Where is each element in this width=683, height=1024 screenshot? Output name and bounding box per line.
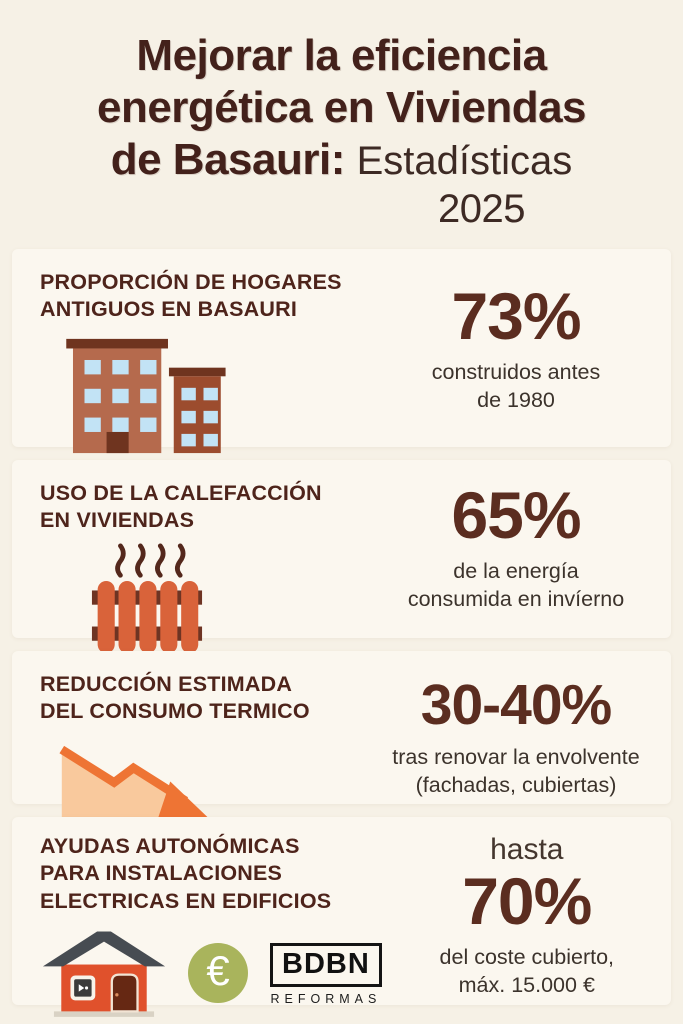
section-4-stat-caption: del coste cubierto, máx. 15.000 € — [382, 943, 672, 1000]
section-2-left: USO DE LA CALEFACCIÓN EN VIVIENDAS — [40, 480, 371, 653]
title-line-3-bold: de Basauri: — [110, 134, 346, 184]
section-4-logo-row: € BDBN REFORMAS — [42, 923, 382, 1023]
section-hogares-antiguos: PROPORCIÓN DE HOGARES ANTIGUOS EN BASAUR… — [12, 248, 671, 453]
section-reduccion-consumo: REDUCCIÓN ESTIMADA DEL CONSUMO TERMICO 3… — [12, 650, 671, 823]
section-3-heading-line-2: DEL CONSUMO TERMICO — [40, 699, 310, 724]
section-1-left: PROPORCIÓN DE HOGARES ANTIGUOS EN BASAUR… — [40, 269, 371, 453]
section-4-stat: hasta 70% del coste cubierto, máx. 15.00… — [382, 832, 672, 997]
section-3-heading-line-1: REDUCCIÓN ESTIMADA — [40, 671, 293, 696]
title-line-1: Mejorar la eficiencia — [136, 31, 547, 80]
bdbn-logo-text: BDBN — [270, 943, 382, 988]
section-2-stat-caption: de la energía consumida en invíerno — [371, 557, 661, 614]
section-1-heading: PROPORCIÓN DE HOGARES ANTIGUOS EN BASAUR… — [40, 269, 371, 324]
section-1-stat: 73% construidos antes de 1980 — [371, 269, 661, 435]
radiator-icon — [90, 542, 371, 660]
section-4-heading-line-1: AYUDAS AUTONÓMICAS — [40, 833, 300, 858]
section-4-heading: AYUDAS AUTONÓMICAS PARA INSTALACIONES EL… — [40, 833, 382, 915]
section-1-caption-line-1: construidos antes — [431, 359, 601, 384]
page-title: Mejorar la eficiencia energética en Vivi… — [0, 0, 683, 233]
section-4-heading-line-3: ELECTRICAS EN EDIFICIOS — [40, 888, 332, 913]
house-icon — [42, 923, 166, 1023]
section-1-heading-line-2: ANTIGUOS EN BASAURI — [40, 297, 298, 322]
section-3-stat: 30-40% tras renovar la envolvente (facha… — [371, 671, 661, 797]
section-1-caption-line-2: de 1980 — [477, 388, 555, 413]
section-2-heading: USO DE LA CALEFACCIÓN EN VIVIENDAS — [40, 480, 371, 535]
section-3-caption-line-2: (fachadas, cubiertas) — [415, 773, 617, 798]
section-3-caption-line-1: tras renovar la envolvente — [392, 744, 640, 769]
section-4-caption-line-1: del coste cubierto, — [439, 944, 615, 969]
title-line-2: energética en Viviendas — [96, 82, 587, 132]
title-subtitle: Estadísticas — [356, 138, 573, 183]
sections-container: PROPORCIÓN DE HOGARES ANTIGUOS EN BASAUR… — [0, 233, 683, 1017]
title-line-3: de Basauri: Estadísticas — [0, 134, 683, 186]
section-3-heading: REDUCCIÓN ESTIMADA DEL CONSUMO TERMICO — [40, 671, 371, 726]
section-4-caption-line-2: máx. 15.000 € — [458, 973, 595, 998]
section-2-heading-line-2: EN VIVIENDAS — [40, 508, 195, 533]
section-3-left: REDUCCIÓN ESTIMADA DEL CONSUMO TERMICO — [40, 671, 371, 823]
euro-symbol: € — [206, 947, 230, 995]
bdbn-logo-subtitle: REFORMAS — [270, 992, 382, 1007]
bdbn-reformas-logo: BDBN REFORMAS — [270, 943, 382, 1006]
section-2-caption-line-1: de la energía — [453, 558, 579, 583]
section-4-stat-prefix: hasta — [490, 832, 564, 866]
euro-coin-icon: € — [188, 942, 248, 1003]
apartment-buildings-icon — [62, 336, 371, 460]
section-ayudas-autonomicas: AYUDAS AUTONÓMICAS PARA INSTALACIONES EL… — [12, 816, 672, 1017]
section-2-stat-value: 65% — [451, 477, 581, 552]
title-year: 2025 — [438, 186, 525, 231]
section-4-heading-line-2: PARA INSTALACIONES — [40, 861, 283, 886]
section-4-left: AYUDAS AUTONÓMICAS PARA INSTALACIONES EL… — [40, 833, 382, 1017]
declining-chart-icon — [52, 736, 371, 833]
section-1-stat-value: 73% — [451, 278, 581, 353]
section-uso-calefaccion: USO DE LA CALEFACCIÓN EN VIVIENDAS — [12, 459, 671, 653]
section-4-stat-value: 70% — [462, 863, 592, 938]
section-2-stat: 65% de la energía consumida en invíerno — [371, 480, 661, 626]
section-2-heading-line-1: USO DE LA CALEFACCIÓN — [40, 480, 322, 505]
section-3-stat-value: 30-40% — [420, 672, 612, 737]
section-1-heading-line-1: PROPORCIÓN DE HOGARES — [40, 269, 342, 294]
section-2-caption-line-2: consumida en invíerno — [407, 587, 625, 612]
section-3-stat-caption: tras renovar la envolvente (fachadas, cu… — [371, 743, 661, 800]
section-1-stat-caption: construidos antes de 1980 — [371, 358, 661, 415]
